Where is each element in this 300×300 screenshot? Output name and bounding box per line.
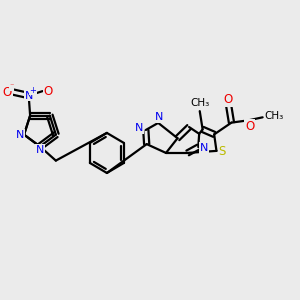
Text: O: O (2, 85, 12, 98)
Text: +: + (30, 86, 37, 95)
Text: N: N (16, 130, 24, 140)
Text: O: O (44, 85, 53, 98)
Text: CH₃: CH₃ (190, 98, 209, 108)
Text: ⁻: ⁻ (10, 82, 14, 91)
Text: CH₃: CH₃ (264, 111, 283, 121)
Text: N: N (155, 112, 163, 122)
Text: S: S (218, 145, 226, 158)
Text: N: N (200, 143, 208, 153)
Text: N: N (25, 91, 33, 100)
Text: O: O (245, 120, 254, 133)
Text: O: O (224, 93, 232, 106)
Text: N: N (36, 145, 44, 155)
Text: N: N (135, 123, 144, 133)
